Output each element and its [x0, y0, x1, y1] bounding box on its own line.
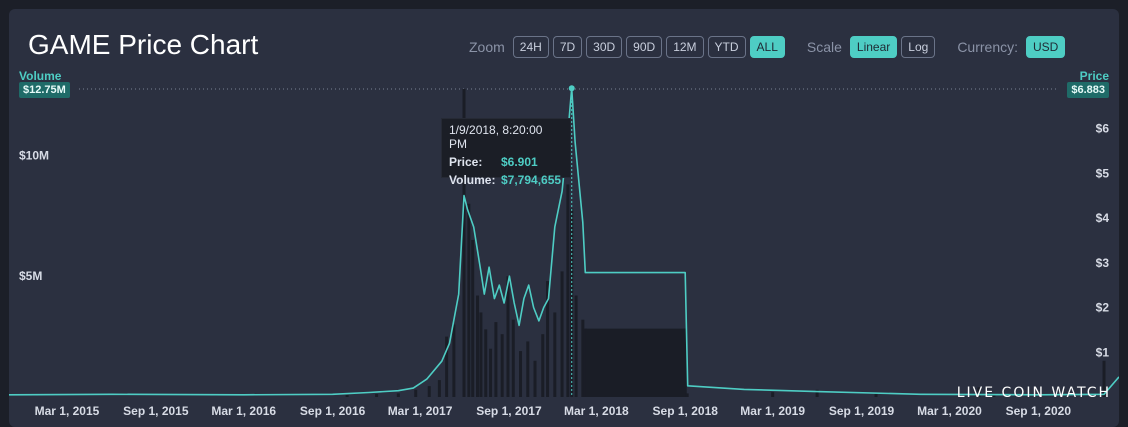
volume-bar	[526, 341, 530, 397]
volume-bar	[874, 394, 878, 397]
volume-bar	[494, 322, 498, 397]
x-tick-label: Sep 1, 2015	[123, 404, 189, 418]
volume-bar	[500, 334, 504, 397]
volume-bar	[396, 393, 400, 397]
volume-bar	[437, 380, 441, 397]
volume-bar	[1102, 360, 1106, 397]
volume-bar	[462, 89, 466, 397]
volume-tick-label: $10M	[19, 148, 49, 162]
x-tick-label: Sep 1, 2016	[300, 404, 366, 418]
scale-log-button[interactable]: Log	[901, 36, 936, 58]
volume-tick-label: $5M	[19, 269, 42, 283]
zoom-ytd-button[interactable]: YTD	[707, 36, 746, 58]
volume-axis-title: Volume	[19, 69, 62, 83]
volume-bar	[519, 351, 523, 397]
x-tick-label: Sep 1, 2018	[653, 404, 719, 418]
x-tick-label: Mar 1, 2015	[35, 404, 100, 418]
x-tick-label: Mar 1, 2020	[917, 404, 982, 418]
chart-plot[interactable]: $5M $10M $1 $2 $3 $4 $5 $6 Mar 1, 2015 Sep 1, 201…	[9, 9, 1119, 427]
chart-controls: Zoom 24H 7D 30D 90D 12M YTD ALL Scale Li…	[469, 36, 1069, 58]
volume-bar	[375, 394, 379, 397]
volume-bar	[581, 319, 585, 397]
volume-bar	[566, 184, 570, 397]
price-tick-label: $4	[1096, 211, 1110, 225]
tooltip-volume-label: Volume:	[449, 173, 496, 187]
price-tick-label: $5	[1096, 166, 1110, 180]
price-tick-label: $6	[1096, 122, 1110, 136]
currency-usd-button[interactable]: USD	[1026, 36, 1066, 58]
volume-bar	[511, 319, 515, 397]
zoom-label: Zoom	[469, 39, 505, 55]
scale-label: Scale	[806, 39, 842, 55]
zoom-12m-button[interactable]: 12M	[666, 36, 704, 58]
volume-bar	[484, 329, 488, 397]
volume-bar	[506, 276, 510, 397]
volume-bar	[541, 334, 545, 397]
volume-bar	[452, 324, 456, 397]
volume-bar	[427, 386, 431, 397]
x-tick-label: Mar 1, 2018	[564, 404, 629, 418]
volume-bar	[471, 239, 475, 397]
volume-bar	[467, 203, 471, 397]
volume-plateau-block	[585, 328, 686, 397]
volume-bar	[553, 312, 557, 397]
watermark-logo: LIVE COIN WATCH	[956, 385, 1111, 401]
x-tick-label: Sep 1, 2020	[1006, 404, 1072, 418]
volume-bar	[771, 392, 775, 397]
hover-point	[568, 85, 575, 92]
volume-max-badge: $12.75M	[19, 82, 70, 98]
tooltip-volume-row: Volume: $7,794,655	[449, 173, 563, 187]
price-max-badge: $6.883	[1067, 82, 1109, 98]
volume-bar	[476, 295, 480, 397]
price-tick-label: $2	[1096, 301, 1110, 315]
volume-bar	[445, 336, 449, 397]
zoom-24h-button[interactable]: 24H	[512, 36, 549, 58]
tooltip-price-label: Price:	[449, 155, 483, 169]
volume-bar	[815, 389, 819, 397]
volume-bar	[574, 295, 578, 397]
scale-linear-button[interactable]: Linear	[849, 36, 898, 58]
x-tick-label: Sep 1, 2017	[476, 404, 542, 418]
price-tick-label: $1	[1096, 345, 1110, 359]
currency-label: Currency:	[957, 39, 1018, 55]
volume-bar	[345, 395, 349, 397]
tooltip-volume-value: $7,794,655	[501, 173, 562, 187]
zoom-90d-button[interactable]: 90D	[626, 36, 663, 58]
volume-bar	[683, 328, 687, 397]
x-tick-label: Mar 1, 2017	[388, 404, 453, 418]
volume-bar	[546, 281, 550, 397]
price-axis-title: Price	[1079, 69, 1109, 83]
volume-bar	[533, 360, 537, 397]
volume-bar	[685, 393, 689, 397]
volume-bar	[489, 348, 493, 397]
tooltip-price-row: Price: $6.901	[449, 155, 563, 169]
tooltip-date: 1/9/2018, 8:20:00 PM	[449, 123, 543, 151]
price-chart-card: GAME Price Chart Zoom 24H 7D 30D 90D 12M…	[9, 9, 1119, 427]
volume-bar	[479, 312, 483, 397]
volume-bar	[414, 389, 418, 397]
zoom-7d-button[interactable]: 7D	[552, 36, 583, 58]
x-tick-label: Sep 1, 2019	[829, 404, 895, 418]
price-tick-label: $3	[1096, 256, 1110, 270]
volume-bar	[992, 394, 996, 397]
price-series-line	[9, 87, 1119, 396]
tooltip-price-value: $6.901	[501, 155, 538, 169]
x-tick-label: Mar 1, 2016	[211, 404, 276, 418]
volume-bar	[977, 387, 981, 397]
zoom-30d-button[interactable]: 30D	[586, 36, 623, 58]
volume-bar	[560, 271, 564, 397]
zoom-all-button[interactable]: ALL	[749, 36, 785, 58]
x-tick-label: Mar 1, 2019	[740, 404, 805, 418]
chart-tooltip: 1/9/2018, 8:20:00 PM Price: $6.901 Volum…	[441, 118, 571, 187]
page-title: GAME Price Chart	[28, 29, 259, 60]
